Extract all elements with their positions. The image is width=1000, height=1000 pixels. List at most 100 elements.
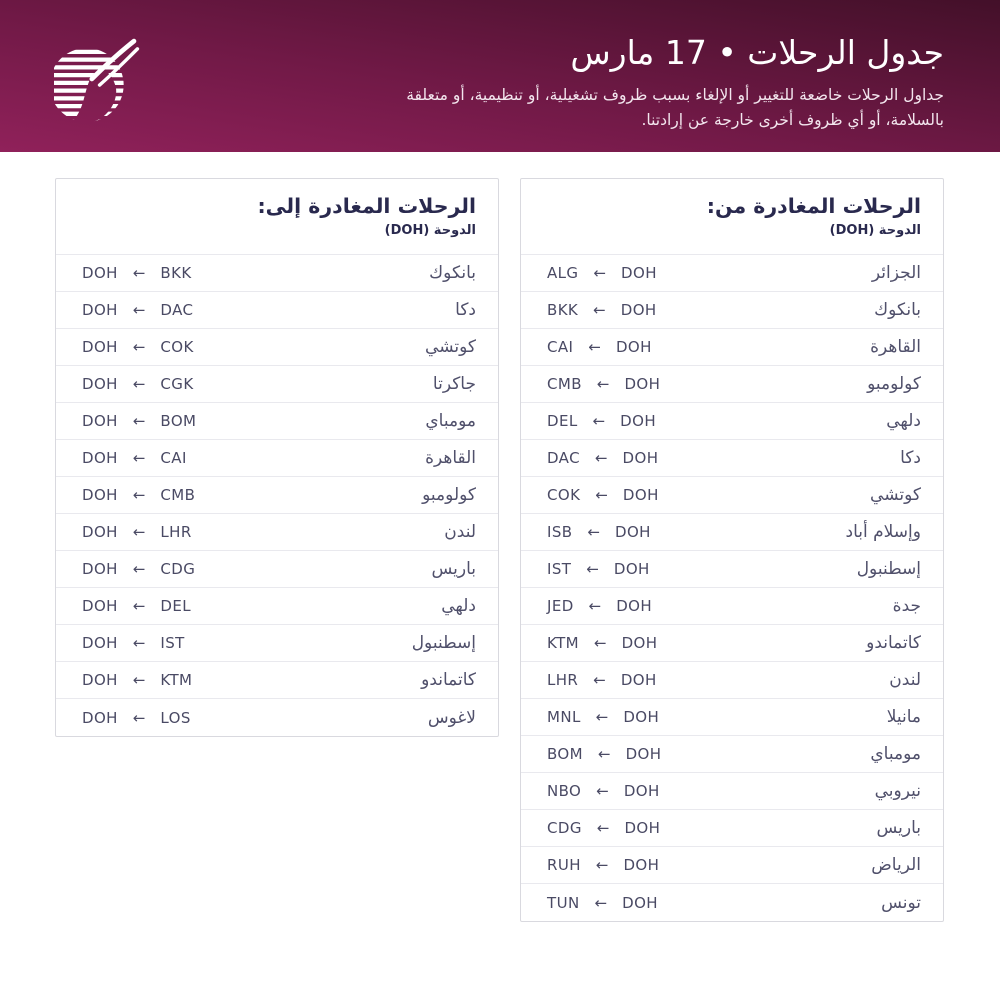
- city-label: كاتماندو: [421, 670, 476, 690]
- flight-row: الرياض RUH ← DOH: [521, 847, 943, 884]
- flight-row: باريس DOH ← CDG: [56, 551, 498, 588]
- destination-code: CDG: [547, 819, 582, 837]
- city-label: دكا: [900, 448, 921, 468]
- route-codes: RUH ← DOH: [547, 856, 659, 874]
- destination-code: RUH: [547, 856, 581, 874]
- city-label: الرياض: [871, 855, 921, 875]
- destination-code: BKK: [547, 301, 579, 319]
- oryx-stripes: [54, 49, 127, 122]
- route-codes: DOH ← COK: [82, 338, 194, 356]
- city-label: باريس: [431, 559, 476, 579]
- banner-text-block: جدول الرحلات • 17 مارس جداول الرحلات خاض…: [406, 33, 944, 133]
- left-arrow-icon: ←: [132, 375, 146, 393]
- flight-row: لندن DOH ← LHR: [56, 514, 498, 551]
- flight-row: بانكوك BKK ← DOH: [521, 292, 943, 329]
- city-label: بانكوك: [429, 263, 476, 283]
- oryx-horn: [97, 47, 140, 87]
- route-codes: DOH ← CGK: [82, 375, 194, 393]
- route-codes: DOH ← BKK: [82, 264, 192, 282]
- city-label: مومباي: [425, 411, 476, 431]
- left-arrow-icon: ←: [593, 634, 607, 652]
- city-label: القاهرة: [870, 337, 921, 357]
- destination-code: LHR: [547, 671, 579, 689]
- route-codes: DOH ← DEL: [82, 597, 191, 615]
- disclaimer-line-1: جداول الرحلات خاضعة للتغيير أو الإلغاء ب…: [406, 86, 944, 104]
- left-arrow-icon: ←: [596, 819, 610, 837]
- departures-to-title: الرحلات المغادرة إلى:: [257, 194, 476, 218]
- flight-row: تونس TUN ← DOH: [521, 884, 943, 921]
- city-label: بانكوك: [874, 300, 921, 320]
- city-label: دكا: [455, 300, 476, 320]
- flight-row: بانكوك DOH ← BKK: [56, 255, 498, 292]
- origin-code: DOH: [616, 597, 653, 615]
- left-arrow-icon: ←: [132, 449, 146, 467]
- city-label: إسطنبول: [856, 559, 921, 579]
- destination-code: TUN: [547, 893, 580, 912]
- left-arrow-icon: ←: [588, 597, 602, 615]
- oryx-horn: [89, 38, 137, 82]
- origin-code: DOH: [620, 301, 657, 319]
- city-label: باريس: [876, 818, 921, 838]
- departures-to-header: الرحلات المغادرة إلى: الدوحة (DOH): [56, 179, 498, 255]
- left-arrow-icon: ←: [594, 893, 608, 912]
- origin-code: KTM: [160, 671, 193, 689]
- destination-code: BOM: [547, 745, 583, 763]
- origin-code: BOM: [160, 412, 197, 430]
- route-codes: ALG ← DOH: [547, 264, 657, 282]
- left-arrow-icon: ←: [594, 449, 608, 467]
- route-codes: DOH ← BOM: [82, 412, 196, 430]
- left-arrow-icon: ←: [132, 708, 146, 727]
- left-arrow-icon: ←: [597, 745, 611, 763]
- flight-row: كولومبو CMB ← DOH: [521, 366, 943, 403]
- route-codes: TUN ← DOH: [547, 894, 658, 912]
- destination-code: DOH: [82, 449, 118, 467]
- destination-code: NBO: [547, 782, 582, 800]
- left-arrow-icon: ←: [592, 412, 606, 430]
- origin-code: BKK: [160, 264, 192, 282]
- city-label: كاتماندو: [866, 633, 921, 653]
- city-label: نيروبي: [874, 781, 921, 801]
- city-label: لاغوس: [427, 707, 476, 728]
- destination-code: ALG: [547, 264, 579, 282]
- origin-code: DOH: [613, 560, 650, 578]
- flight-row: نيروبي NBO ← DOH: [521, 773, 943, 810]
- city-label: دلهي: [441, 596, 476, 616]
- destination-code: DAC: [547, 449, 580, 467]
- city-label: دلهي: [886, 411, 921, 431]
- flight-row: لندن LHR ← DOH: [521, 662, 943, 699]
- flight-row: دكا DOH ← DAC: [56, 292, 498, 329]
- left-arrow-icon: ←: [595, 856, 609, 874]
- destination-code: MNL: [547, 708, 581, 726]
- destination-code: DOH: [82, 375, 118, 393]
- origin-code: CAI: [160, 449, 187, 467]
- origin-code: DOH: [623, 856, 660, 874]
- destination-code: DOH: [82, 671, 118, 689]
- flight-row: إسطنبول DOH ← IST: [56, 625, 498, 662]
- origin-code: DOH: [622, 449, 659, 467]
- departures-from-subtitle: الدوحة (DOH): [829, 223, 921, 238]
- route-codes: DOH ← LOS: [82, 709, 191, 727]
- origin-code: DOH: [624, 375, 661, 393]
- destination-code: IST: [547, 560, 572, 578]
- left-arrow-icon: ←: [593, 264, 607, 282]
- route-codes: LHR ← DOH: [547, 671, 657, 689]
- city-label: إسطنبول: [411, 633, 476, 653]
- flight-row: القاهرة CAI ← DOH: [521, 329, 943, 366]
- origin-code: DOH: [615, 523, 651, 541]
- left-arrow-icon: ←: [595, 708, 609, 726]
- city-label: كولومبو: [422, 485, 476, 505]
- left-arrow-icon: ←: [132, 338, 146, 356]
- left-arrow-icon: ←: [132, 523, 146, 541]
- city-label: كوتشي: [425, 337, 476, 357]
- page-disclaimer: جداول الرحلات خاضعة للتغيير أو الإلغاء ب…: [406, 83, 944, 133]
- flight-row: كولومبو DOH ← CMB: [56, 477, 498, 514]
- flight-row: إسطنبول IST ← DOH: [521, 551, 943, 588]
- left-arrow-icon: ←: [132, 560, 146, 578]
- destination-code: DOH: [82, 560, 118, 578]
- flight-row: كوتشي DOH ← COK: [56, 329, 498, 366]
- left-arrow-icon: ←: [587, 523, 601, 541]
- destination-code: CAI: [547, 338, 574, 356]
- departures-from-title: الرحلات المغادرة من:: [706, 194, 921, 218]
- left-arrow-icon: ←: [132, 412, 146, 430]
- city-label: لندن: [444, 522, 476, 542]
